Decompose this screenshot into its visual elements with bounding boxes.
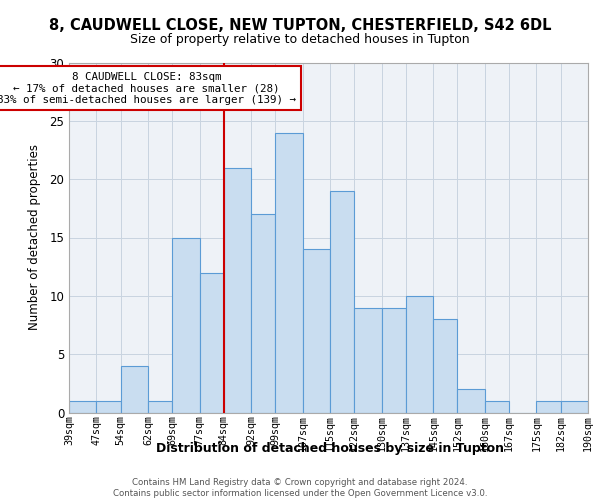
Bar	[200, 272, 224, 412]
Bar	[224, 168, 251, 412]
Bar	[148, 401, 172, 412]
Bar	[172, 238, 200, 412]
Bar	[121, 366, 148, 412]
Y-axis label: Number of detached properties: Number of detached properties	[28, 144, 41, 330]
Text: Size of property relative to detached houses in Tupton: Size of property relative to detached ho…	[130, 32, 470, 46]
Text: Distribution of detached houses by size in Tupton: Distribution of detached houses by size …	[156, 442, 504, 455]
Bar	[560, 401, 588, 412]
Bar	[97, 401, 121, 412]
Bar	[330, 191, 354, 412]
Bar	[433, 319, 457, 412]
Bar	[303, 249, 330, 412]
Text: 8, CAUDWELL CLOSE, NEW TUPTON, CHESTERFIELD, S42 6DL: 8, CAUDWELL CLOSE, NEW TUPTON, CHESTERFI…	[49, 18, 551, 32]
Bar	[251, 214, 275, 412]
Bar	[69, 401, 97, 412]
Bar	[382, 308, 406, 412]
Bar	[485, 401, 509, 412]
Bar	[457, 389, 485, 412]
Bar	[406, 296, 433, 412]
Bar	[354, 308, 382, 412]
Text: Contains HM Land Registry data © Crown copyright and database right 2024.
Contai: Contains HM Land Registry data © Crown c…	[113, 478, 487, 498]
Text: 8 CAUDWELL CLOSE: 83sqm
← 17% of detached houses are smaller (28)
83% of semi-de: 8 CAUDWELL CLOSE: 83sqm ← 17% of detache…	[0, 72, 296, 105]
Bar	[536, 401, 560, 412]
Bar	[275, 132, 303, 412]
